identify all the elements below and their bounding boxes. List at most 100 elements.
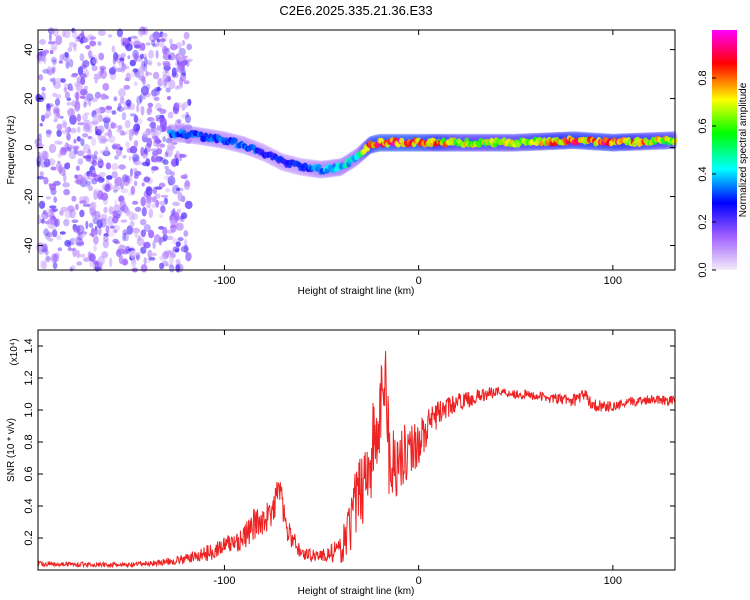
noise-speck	[165, 137, 173, 144]
noise-speck	[53, 115, 62, 120]
noise-speck	[93, 244, 97, 252]
noise-speck	[118, 88, 126, 98]
noise-speck	[146, 106, 153, 116]
colorbar-ticks: 0.0 0.2 0.4 0.6 0.8	[697, 70, 716, 278]
noise-speck	[51, 65, 57, 73]
noise-speck	[69, 238, 76, 242]
noise-speck	[64, 91, 70, 99]
noise-speck	[47, 218, 56, 225]
noise-speck	[40, 150, 49, 161]
noise-speck	[151, 89, 158, 99]
noise-speck	[102, 117, 111, 124]
noise-speck	[47, 237, 54, 242]
noise-speck	[93, 73, 99, 78]
noise-speck	[141, 206, 147, 217]
noise-speck	[46, 66, 53, 76]
noise-speck	[143, 241, 151, 249]
noise-speck	[103, 233, 109, 238]
noise-speck	[140, 264, 148, 273]
noise-speck	[38, 200, 46, 209]
noise-speck	[125, 43, 133, 52]
noise-speck	[100, 70, 107, 79]
noise-speck	[159, 143, 166, 148]
noise-speck	[139, 94, 143, 103]
noise-speck	[65, 126, 70, 134]
noise-speck	[151, 166, 159, 171]
noise-speck	[128, 155, 132, 161]
spectrogram-heatmap	[34, 26, 678, 273]
noise-speck	[93, 188, 100, 195]
noise-speck	[134, 230, 138, 238]
noise-speck	[53, 118, 58, 123]
noise-speck	[69, 114, 77, 125]
noise-speck	[145, 42, 151, 46]
noise-speck	[142, 131, 150, 138]
noise-speck	[174, 102, 182, 109]
noise-speck	[185, 111, 189, 119]
noise-speck	[146, 201, 152, 209]
noise-speck	[83, 97, 91, 105]
noise-speck	[99, 149, 107, 154]
noise-speck	[177, 54, 184, 62]
noise-speck	[49, 78, 54, 83]
noise-speck	[83, 85, 89, 90]
noise-speck	[125, 99, 132, 107]
noise-speck	[143, 176, 151, 183]
noise-speck	[172, 104, 180, 115]
noise-speck	[136, 237, 145, 247]
noise-speck	[57, 167, 61, 172]
noise-speck	[112, 57, 117, 65]
noise-speck	[63, 218, 70, 227]
noise-speck	[43, 158, 51, 168]
colorbar-tick-label: 0.8	[697, 70, 709, 85]
noise-speck	[77, 126, 81, 133]
noise-speck	[101, 135, 107, 144]
noise-speck	[175, 150, 180, 159]
noise-speck	[150, 252, 157, 257]
noise-speck	[124, 119, 131, 129]
noise-speck	[70, 108, 74, 118]
noise-speck	[175, 248, 180, 253]
noise-speck	[110, 121, 115, 129]
noise-speck	[63, 188, 70, 196]
noise-speck	[181, 113, 187, 119]
noise-speck	[52, 92, 58, 98]
noise-speck	[135, 252, 141, 256]
noise-speck	[135, 253, 140, 261]
noise-speck	[52, 59, 57, 65]
noise-speck	[56, 123, 63, 131]
noise-speck	[157, 107, 163, 112]
noise-speck	[111, 162, 119, 171]
noise-speck	[77, 122, 85, 126]
noise-speck	[91, 97, 98, 103]
noise-speck	[157, 62, 162, 67]
noise-speck	[76, 249, 80, 259]
noise-speck	[84, 122, 93, 131]
noise-speck	[75, 165, 80, 171]
noise-speck	[112, 210, 119, 214]
noise-speck	[176, 118, 182, 124]
noise-speck	[89, 40, 97, 47]
noise-speck	[132, 68, 138, 73]
noise-speck	[76, 136, 81, 142]
noise-speck	[92, 58, 99, 64]
noise-speck	[58, 60, 63, 64]
noise-speck	[149, 34, 157, 43]
y-tick-label: 1.2	[23, 370, 35, 385]
noise-speck	[86, 180, 91, 186]
noise-speck	[118, 254, 124, 265]
noise-speck	[107, 229, 115, 238]
noise-speck	[101, 220, 107, 224]
noise-speck	[151, 165, 155, 174]
colorbar-tick-label: 0.4	[697, 166, 709, 181]
snr-background	[38, 330, 675, 570]
noise-speck	[135, 160, 142, 166]
noise-speck	[73, 146, 79, 152]
noise-speck	[97, 255, 105, 266]
noise-speck	[164, 151, 169, 158]
noise-speck	[140, 85, 149, 96]
noise-speck	[131, 258, 137, 268]
noise-speck	[76, 180, 83, 185]
noise-speck	[51, 229, 58, 238]
